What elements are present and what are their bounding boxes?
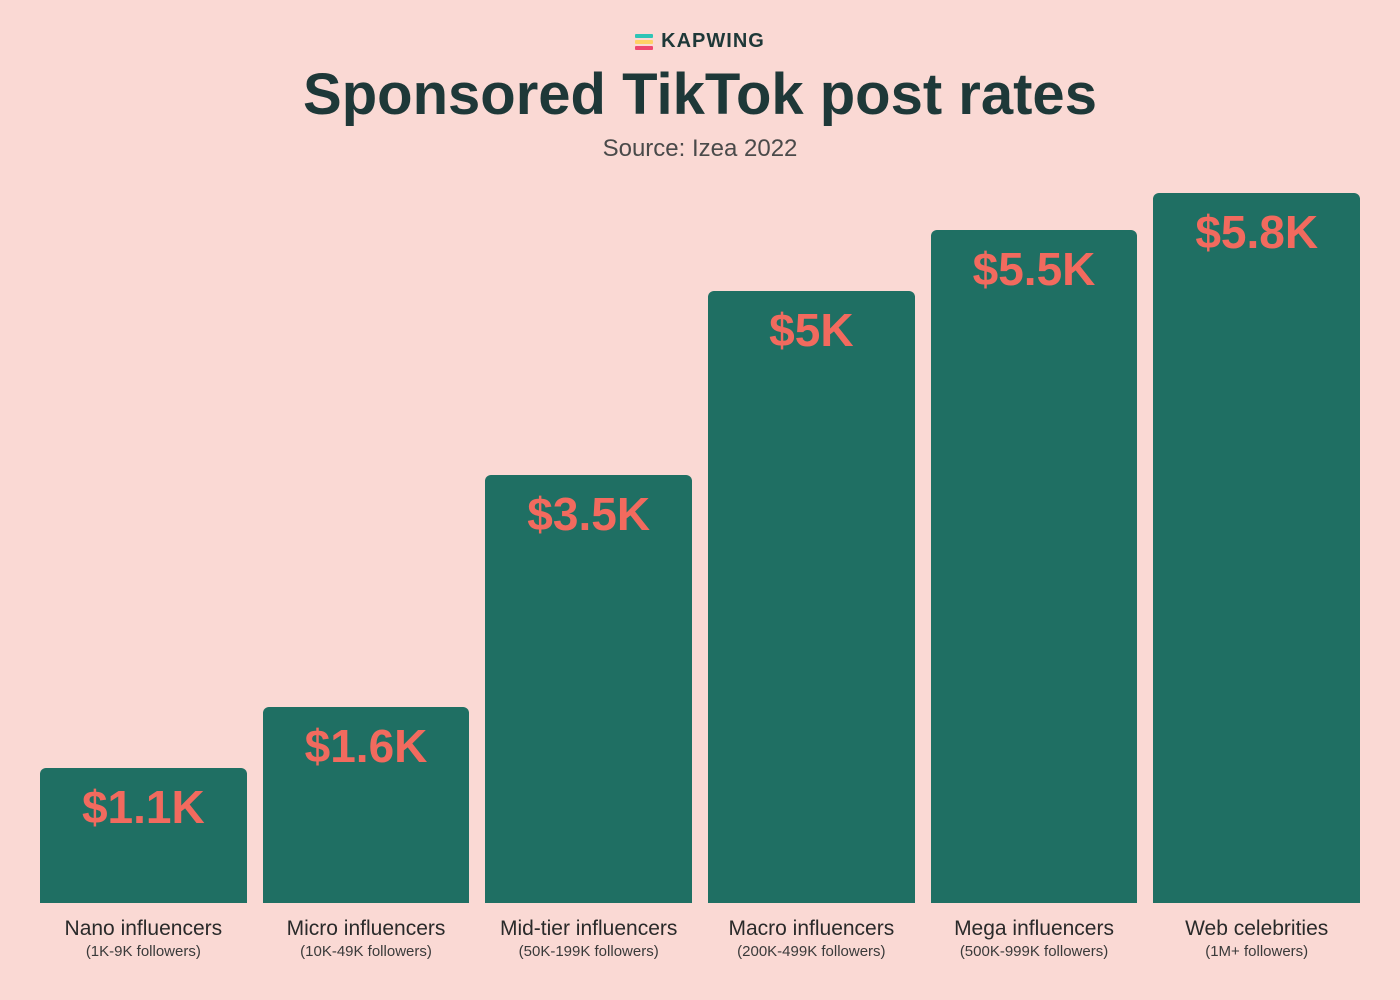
bar: $3.5K xyxy=(485,475,692,903)
category-label-group: Web celebrities (1M+ followers) xyxy=(1153,903,1360,960)
bar-value-label: $5.5K xyxy=(973,246,1096,292)
brand-name: KAPWING xyxy=(661,30,765,53)
bar-value-label: $1.6K xyxy=(305,723,428,769)
bar-column: $1.1K Nano influencers (1K-9K followers) xyxy=(40,768,247,960)
bar-column: $5.5K Mega influencers (500K-999K follower… xyxy=(931,230,1138,960)
chart-canvas: KAPWING Sponsored TikTok post rates Sour… xyxy=(0,0,1400,1000)
bar-column: $5.8K Web celebrities (1M+ followers) xyxy=(1153,193,1360,960)
brand-stripe-2 xyxy=(635,40,653,44)
category-label: Nano influencers xyxy=(40,917,247,941)
category-label: Macro influencers xyxy=(708,917,915,941)
bar: $5K xyxy=(708,291,915,903)
bar-column: $1.6K Micro influencers (10K-49K followers… xyxy=(263,707,470,960)
bar-value-label: $3.5K xyxy=(527,491,650,537)
bar: $5.8K xyxy=(1153,193,1360,903)
category-label-group: Mid-tier influencers (50K-199K followers) xyxy=(485,903,692,960)
bar: $5.5K xyxy=(931,230,1138,903)
category-label-group: Micro influencers (10K-49K followers) xyxy=(263,903,470,960)
bar: $1.1K xyxy=(40,768,247,903)
chart-subtitle: Source: Izea 2022 xyxy=(603,135,798,163)
bar: $1.6K xyxy=(263,707,470,903)
category-label: Mid-tier influencers xyxy=(485,917,692,941)
brand-stripe-3 xyxy=(635,46,653,50)
category-label: Micro influencers xyxy=(263,917,470,941)
bar-chart: $1.1KNano influencers(1K-9K followers)$1… xyxy=(40,187,1360,960)
bar-column: $5K Macro influencers (200K-499K followers… xyxy=(708,291,915,960)
category-label: Mega influencers xyxy=(931,917,1138,941)
chart-title: Sponsored TikTok post rates xyxy=(303,63,1097,127)
brand-icon xyxy=(635,34,653,50)
brand-logo: KAPWING xyxy=(635,30,765,53)
category-label: Web celebrities xyxy=(1153,917,1360,941)
category-label-group: Mega influencers (500K-999K followers) xyxy=(931,903,1138,960)
category-sublabel: (1M+ followers) xyxy=(1153,943,1360,960)
bar-column: $3.5K Mid-tier influencers (50K-199K follo… xyxy=(485,475,692,960)
category-sublabel: (200K-499K followers) xyxy=(708,943,915,960)
bar-value-label: $1.1K xyxy=(82,784,205,830)
bar-value-label: $5.8K xyxy=(1195,209,1318,255)
category-sublabel: (1K-9K followers) xyxy=(40,943,247,960)
category-sublabel: (10K-49K followers) xyxy=(263,943,470,960)
category-label-group: Macro influencers (200K-499K followers) xyxy=(708,903,915,960)
category-sublabel: (500K-999K followers) xyxy=(931,943,1138,960)
bar-value-label: $5K xyxy=(769,307,853,353)
brand-stripe-1 xyxy=(635,34,653,38)
category-label-group: Nano influencers (1K-9K followers) xyxy=(40,903,247,960)
category-sublabel: (50K-199K followers) xyxy=(485,943,692,960)
